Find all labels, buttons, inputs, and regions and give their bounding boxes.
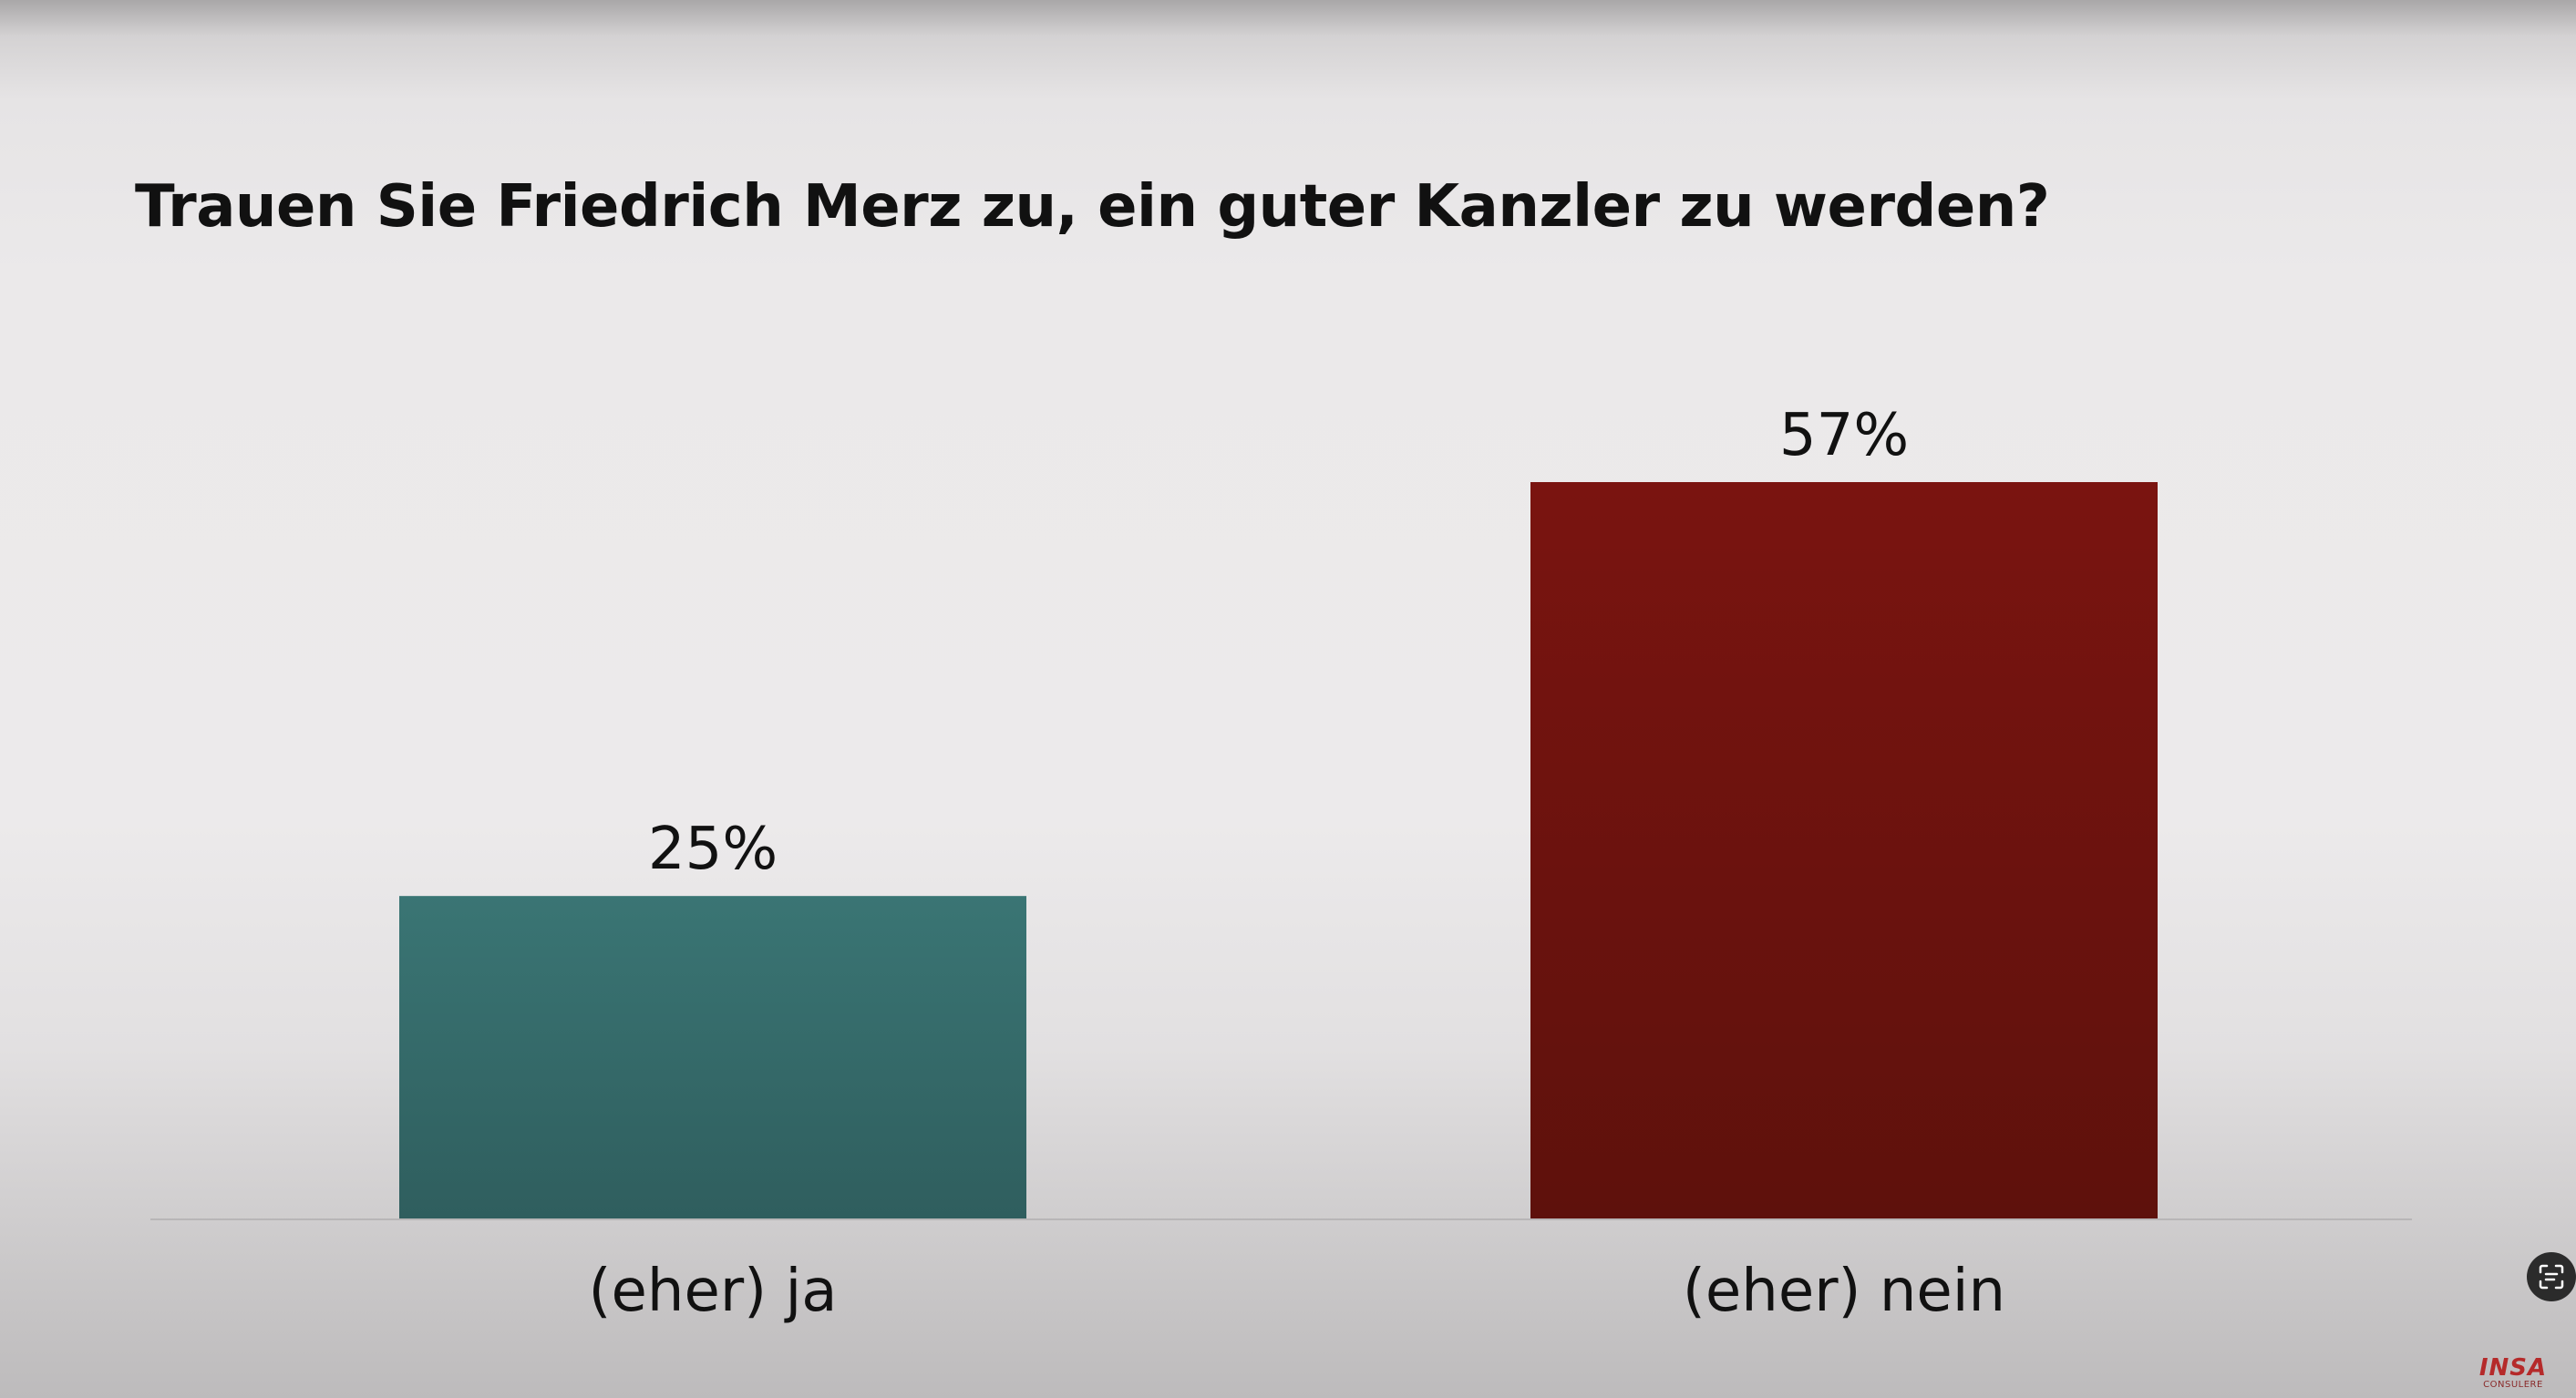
bar-1	[1530, 482, 2158, 1219]
category-label-0: (eher) ja	[589, 1258, 838, 1325]
category-label-1: (eher) nein	[1683, 1258, 2005, 1325]
logo-sub-text: CONSULERE	[2483, 1380, 2543, 1390]
text-scan-icon	[2539, 1264, 2564, 1290]
bar-0	[399, 896, 1026, 1219]
chart-title: Trauen Sie Friedrich Merz zu, ein guter …	[135, 173, 2050, 241]
text-scan-button[interactable]	[2527, 1252, 2576, 1301]
value-label-1: 57%	[1779, 402, 1909, 469]
logo-main-text: INSA	[2478, 1354, 2548, 1382]
value-label-0: 25%	[648, 816, 778, 883]
insa-logo: INSA CONSULERE	[2472, 1356, 2554, 1390]
